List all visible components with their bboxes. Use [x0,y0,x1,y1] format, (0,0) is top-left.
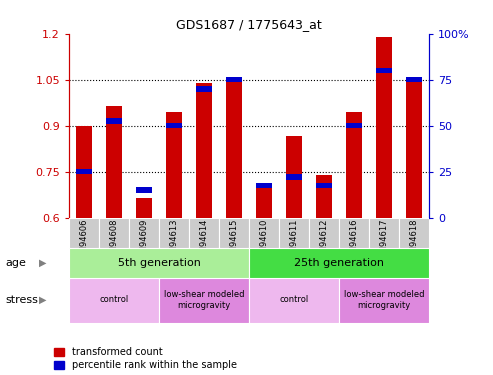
Text: GSM94614: GSM94614 [200,219,209,264]
Text: GSM94617: GSM94617 [380,219,388,264]
Text: ▶: ▶ [39,295,47,305]
Bar [76,126,92,218]
Bar [376,37,392,218]
Bar [346,112,362,218]
Text: GSM94611: GSM94611 [289,219,298,264]
Bar [136,187,152,193]
Bar [166,123,182,128]
Bar [159,278,249,322]
Bar [339,278,429,322]
Bar [219,217,249,248]
Bar [69,248,249,278]
Bar [249,248,429,278]
Bar [376,68,392,73]
Bar [159,217,189,248]
Bar [369,217,399,248]
Text: control: control [100,296,129,304]
Text: GSM94618: GSM94618 [409,219,419,264]
Bar [106,106,122,218]
Bar [286,136,302,218]
Text: GSM94616: GSM94616 [350,219,358,264]
Bar [346,123,362,128]
Bar [136,198,152,217]
Text: GSM94613: GSM94613 [170,219,178,264]
Bar [196,83,212,218]
Bar [99,217,129,248]
Bar [316,175,332,217]
Title: GDS1687 / 1775643_at: GDS1687 / 1775643_at [176,18,322,31]
Text: 5th generation: 5th generation [117,258,201,267]
Bar [189,217,219,248]
Bar [69,217,99,248]
Bar [406,77,422,82]
Text: GSM94609: GSM94609 [140,219,148,264]
Bar [399,217,429,248]
Bar [106,118,122,124]
Bar [226,76,242,218]
Text: low-shear modeled
microgravity: low-shear modeled microgravity [344,290,424,310]
Text: ▶: ▶ [39,258,47,267]
Bar [249,217,279,248]
Bar [129,217,159,248]
Bar [166,112,182,218]
Bar [316,183,332,188]
Text: age: age [5,258,26,267]
Bar [406,76,422,218]
Text: control: control [280,296,309,304]
Bar [256,185,272,218]
Legend: transformed count, percentile rank within the sample: transformed count, percentile rank withi… [54,347,237,370]
Text: stress: stress [5,295,38,305]
Text: GSM94608: GSM94608 [109,219,118,264]
Bar [69,278,159,322]
Text: GSM94612: GSM94612 [319,219,328,264]
Text: GSM94606: GSM94606 [79,219,89,264]
Text: GSM94615: GSM94615 [229,219,239,264]
Text: GSM94610: GSM94610 [259,219,269,264]
Text: 25th generation: 25th generation [294,258,384,267]
Bar [309,217,339,248]
Bar [279,217,309,248]
Bar [286,174,302,180]
Bar [249,278,339,322]
Bar [226,77,242,82]
Text: low-shear modeled
microgravity: low-shear modeled microgravity [164,290,244,310]
Bar [256,183,272,188]
Bar [76,169,92,174]
Bar [339,217,369,248]
Bar [196,86,212,92]
